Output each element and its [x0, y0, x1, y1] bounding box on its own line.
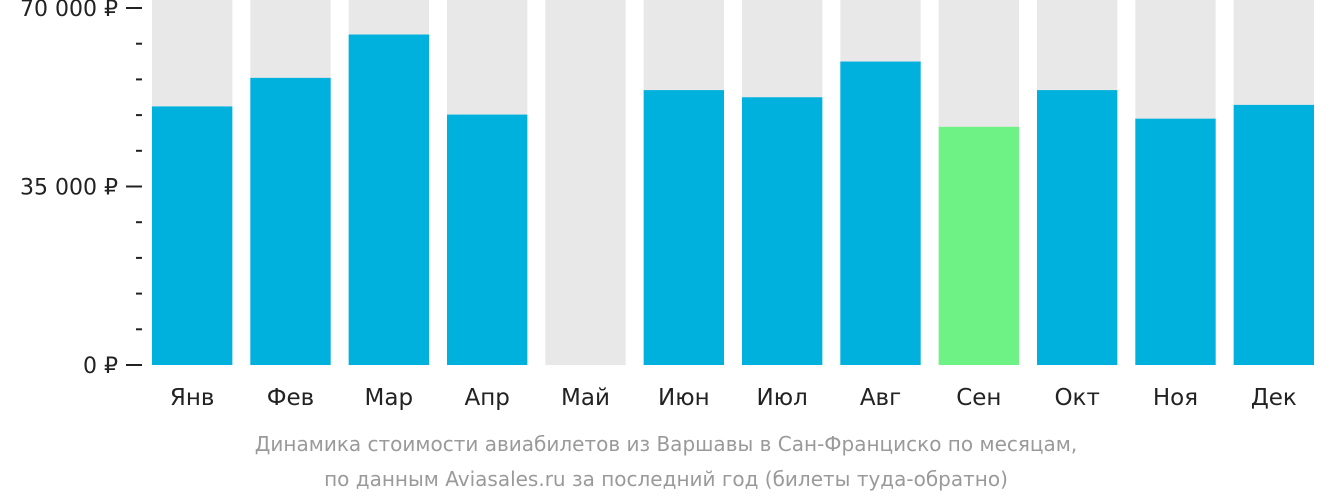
bar-9 [938, 126, 1019, 365]
x-tick-label-4: Апр [464, 385, 509, 411]
x-tick-label-6: Июн [658, 385, 710, 411]
x-tick-label-10: Окт [1054, 385, 1099, 411]
y-tick-label-1: 0 ₽ [83, 354, 118, 379]
bar-2 [250, 77, 331, 366]
bar-8 [840, 61, 921, 366]
bar-12 [1233, 104, 1314, 366]
bar-6 [643, 90, 724, 366]
bar-4 [447, 114, 528, 365]
price-bar-chart: Янв Фев Мар Апр Май Июн Июл Авг Сен Окт Ноя Дек 0 ₽ 3… [20, 0, 1314, 411]
bar-1 [152, 106, 233, 366]
bar-10 [1037, 90, 1118, 366]
bar-background-5 [545, 0, 626, 365]
x-tick-label-7: Июл [757, 385, 808, 411]
x-tick-label-2: Фев [267, 385, 315, 411]
x-tick-label-12: Дек [1251, 385, 1297, 411]
bar-7 [742, 97, 823, 365]
y-tick-label-3: 70 000 ₽ [20, 0, 118, 22]
chart-caption-line-2: по данным Aviasales.ru за последний год … [324, 467, 1008, 491]
x-tick-label-11: Ноя [1153, 385, 1198, 411]
y-tick-label-2: 35 000 ₽ [20, 176, 118, 201]
x-tick-label-1: Янв [170, 385, 215, 411]
bar-11 [1135, 118, 1216, 365]
chart-caption-line-1: Динамика стоимости авиабилетов из Варшав… [254, 432, 1078, 456]
bar-3 [348, 34, 429, 366]
x-tick-label-5: Май [561, 385, 610, 411]
x-tick-label-3: Мар [365, 385, 414, 411]
x-tick-label-9: Сен [956, 385, 1001, 411]
x-tick-label-8: Авг [860, 385, 901, 411]
